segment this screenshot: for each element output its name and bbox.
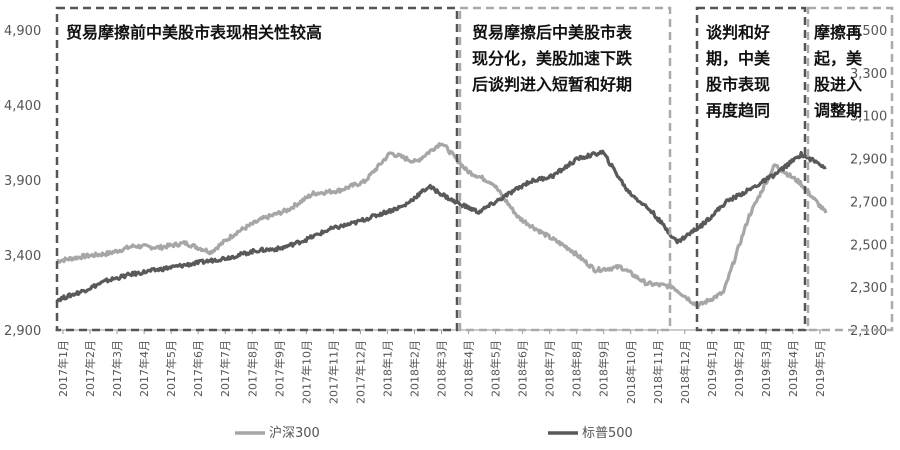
annotation-text: 股市表现	[706, 75, 770, 94]
y-right-tick-label: 2,900	[850, 153, 887, 168]
annotation-text: 现分化，美股加速下跌	[472, 49, 633, 68]
x-tick-label: 2017年6月	[191, 340, 205, 397]
x-tick-label: 2017年3月	[110, 340, 124, 397]
y-axis-right: 3,500 3,300 3,100 2,900 2,700 2,500 2,300 2,100	[850, 24, 887, 339]
y-right-tick-label: 2,100	[850, 324, 887, 339]
legend-label: 沪深300	[269, 425, 320, 441]
y-left-tick-label: 3,400	[4, 249, 41, 264]
x-tick-label: 2018年1月	[380, 340, 394, 397]
y-left-tick-label: 4,400	[4, 99, 41, 114]
series-line-sp500	[55, 149, 827, 303]
x-tick-label: 2019年5月	[813, 340, 827, 397]
y-left-tick-label: 2,900	[4, 324, 41, 339]
y-right-tick-label: 3,100	[850, 110, 887, 125]
annotation-text: 贸易摩擦前中美股市表现相关性较高	[66, 23, 322, 42]
x-tick-label: 2019年1月	[705, 340, 719, 397]
x-tick-label: 2017年9月	[272, 340, 286, 397]
annotation-text: 摩擦再	[814, 23, 862, 42]
x-tick-label: 2018年8月	[570, 340, 584, 397]
y-right-tick-label: 2,500	[850, 238, 887, 253]
x-tick-label: 2017年12月	[353, 340, 367, 404]
legend-label: 标普500	[582, 426, 633, 441]
annotation-text: 后谈判进入短暂和好期	[472, 75, 632, 94]
annotation-text: 股进入	[814, 75, 862, 94]
annotation-box	[458, 6, 672, 332]
annotation-box	[695, 6, 807, 332]
annotation-text: 谈判和好	[706, 23, 770, 42]
y-right-tick-label: 3,500	[850, 24, 887, 39]
x-tick-label: 2018年2月	[407, 340, 421, 397]
x-tick-label: 2019年4月	[786, 340, 800, 397]
x-tick-label: 2017年11月	[326, 340, 340, 404]
legend: 沪深300 标普500	[235, 425, 633, 441]
x-tick-label: 2017年10月	[299, 340, 313, 404]
annotation-text: 调整期	[814, 101, 862, 120]
x-tick-label: 2018年6月	[516, 340, 530, 397]
x-tick-label: 2018年10月	[624, 340, 638, 404]
y-right-tick-label: 2,700	[850, 195, 887, 210]
x-tick-label: 2018年3月	[435, 340, 449, 397]
y-left-tick-label: 4,900	[4, 24, 41, 39]
series-layer	[55, 142, 828, 310]
x-tick-label: 2019年2月	[732, 340, 746, 397]
x-tick-label: 2018年5月	[489, 340, 503, 397]
y-left-tick-label: 3,900	[4, 174, 41, 189]
x-tick-label: 2017年2月	[83, 340, 97, 397]
x-tick-label: 2018年11月	[651, 340, 665, 404]
annotation-text: 贸易摩擦后中美股市表	[472, 23, 633, 42]
x-tick-label: 2017年8月	[245, 340, 259, 397]
x-tick-label: 2017年5月	[164, 340, 178, 397]
annotation-text: 起，美	[813, 49, 863, 68]
annotation-box	[806, 6, 894, 332]
x-tick-label: 2018年9月	[597, 340, 611, 397]
annotation-box	[55, 6, 459, 332]
x-axis: 2017年1月 2017年2月 2017年3月 2017年4月 2017年5月 2017年…	[56, 330, 827, 404]
x-tick-label: 2018年4月	[462, 340, 476, 397]
x-tick-label: 2017年7月	[218, 340, 232, 397]
y-right-tick-label: 2,300	[850, 281, 887, 296]
annotation-text: 再度趋同	[706, 101, 770, 120]
y-right-tick-label: 3,300	[850, 67, 887, 82]
y-axis-left: 4,900 4,400 3,900 3,400 2,900	[4, 24, 41, 339]
x-tick-label: 2017年4月	[137, 340, 151, 397]
x-tick-label: 2019年3月	[759, 340, 773, 397]
annotation-text: 期，中美	[706, 49, 771, 68]
series-line-csi300	[56, 142, 828, 310]
x-tick-label: 2017年1月	[56, 340, 70, 397]
x-tick-label: 2018年12月	[678, 340, 692, 404]
x-tick-label: 2018年7月	[543, 340, 557, 397]
annotation-boxes: 贸易摩擦前中美股市表现相关性较高 贸易摩擦后中美股市表现分化，美股加速下跌后谈判进…	[55, 6, 894, 332]
